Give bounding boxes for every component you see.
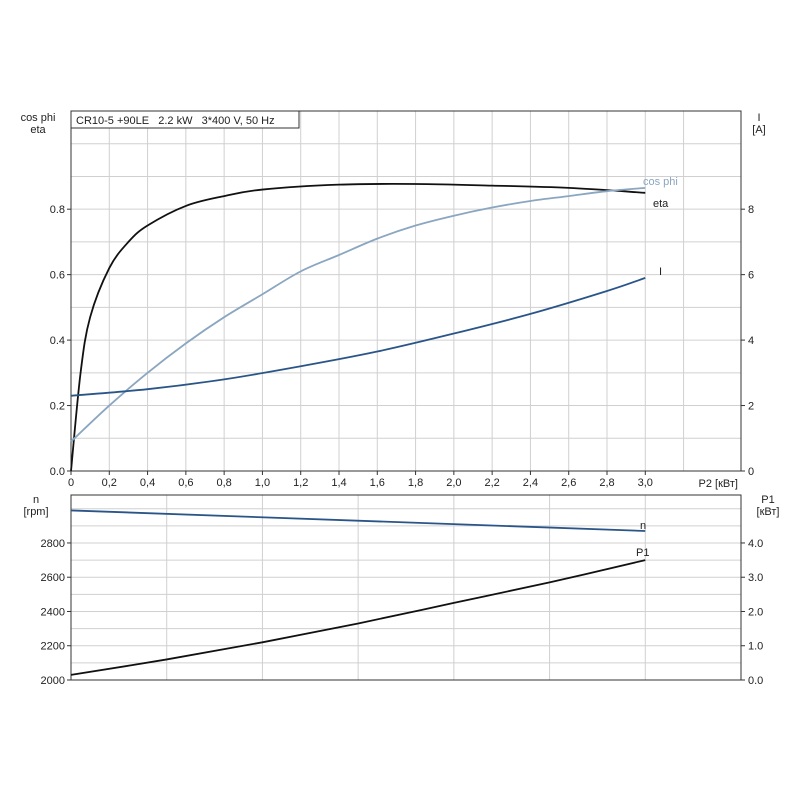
- x-tick-label: 1,4: [331, 477, 346, 489]
- y-tick-label: 2200: [41, 641, 65, 653]
- series-line-eta: [70, 182, 646, 472]
- series-label-cos-phi: cos phi: [643, 176, 678, 188]
- chart-title: CR10-5 +90LE 2.2 kW 3*400 V, 50 Hz: [76, 115, 275, 127]
- y2-tick-label: 2: [748, 401, 754, 413]
- title-box: [70, 110, 300, 129]
- x-tick-label: 0: [68, 477, 74, 489]
- series-line-n: [70, 509, 646, 532]
- x-tick-label: 0,4: [140, 477, 155, 489]
- top-grid: [71, 111, 741, 471]
- y2-tick-label: 4.0: [748, 538, 763, 550]
- y2-tick-label: 0: [748, 466, 754, 478]
- x-tick-label: 1,8: [408, 477, 423, 489]
- series-lines: [70, 182, 646, 676]
- x-tick-label: 0,8: [216, 477, 231, 489]
- y-tick-label: 2000: [41, 675, 65, 687]
- y-label-top-1: cos phi: [21, 112, 56, 124]
- bottom-plot-frame: [70, 494, 742, 681]
- series-line-cos-phi: [70, 187, 646, 443]
- y2-label-top-1: I: [757, 112, 760, 124]
- y2-tick-label: 0.0: [748, 675, 763, 687]
- y-tick-label: 2400: [41, 606, 65, 618]
- x-tick-label: 1,6: [370, 477, 385, 489]
- y2-tick-label: 6: [748, 270, 754, 282]
- x-tick-label: 0,6: [178, 477, 193, 489]
- x-tick-label: 3,0: [638, 477, 653, 489]
- x-label: P2 [кВт]: [699, 478, 738, 490]
- bottom-tick-labels: 2000 2200 2400 2600 2800 0.0 1.0 2.0 3.0 4.0: [41, 538, 764, 687]
- series-label-eta: eta: [653, 198, 669, 210]
- y-label-top-2: eta: [30, 124, 46, 136]
- y-label-bottom-2: [rpm]: [23, 506, 48, 518]
- x-tick-label: 0,2: [102, 477, 117, 489]
- top-plot-frame: [70, 110, 742, 472]
- series-label-n: n: [640, 520, 646, 532]
- y2-tick-label: 1.0: [748, 641, 763, 653]
- y2-label-bottom-1: P1: [761, 494, 774, 506]
- y2-tick-label: 8: [748, 204, 754, 216]
- y-tick-label: 2800: [41, 538, 65, 550]
- y-tick-label: 0.0: [50, 466, 65, 478]
- x-tick-label: 2,6: [561, 477, 576, 489]
- y-tick-label: 0.8: [50, 204, 65, 216]
- series-line-i: [70, 277, 646, 397]
- y2-label-top-2: [A]: [752, 124, 765, 136]
- x-tick-label: 2,0: [446, 477, 461, 489]
- y-label-bottom-1: n: [33, 494, 39, 506]
- y2-tick-label: 4: [748, 335, 754, 347]
- y-tick-label: 2600: [41, 572, 65, 584]
- x-tick-label: 1,0: [255, 477, 270, 489]
- y2-tick-label: 2.0: [748, 606, 763, 618]
- x-tick-label: 1,2: [293, 477, 308, 489]
- x-tick-label: 2,2: [484, 477, 499, 489]
- series-label-i: I: [659, 266, 662, 278]
- y-tick-label: 0.2: [50, 401, 65, 413]
- top-tick-labels: 0 0,2 0,4 0,6 0,8 1,0 1,2 1,4 1,6 1,8 2,0 2,2 2,4 2,6…: [50, 204, 754, 489]
- y-tick-label: 0.6: [50, 270, 65, 282]
- x-tick-label: 2,4: [523, 477, 538, 489]
- y2-label-bottom-2: [кВт]: [757, 506, 780, 518]
- bottom-grid: [71, 495, 741, 680]
- y2-tick-label: 3.0: [748, 572, 763, 584]
- series-line-p1: [70, 559, 646, 676]
- x-tick-label: 2,8: [599, 477, 614, 489]
- y-tick-label: 0.4: [50, 335, 65, 347]
- series-label-p1: P1: [636, 547, 649, 559]
